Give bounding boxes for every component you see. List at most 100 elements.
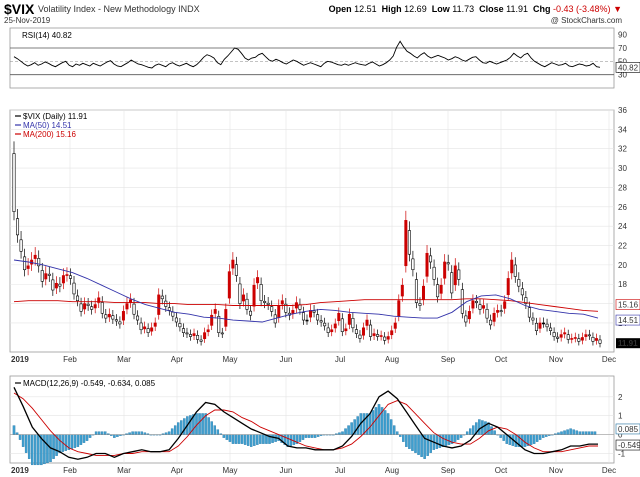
price-candle-body	[460, 289, 464, 314]
ma200-current-label: 15.16	[618, 301, 639, 310]
macd-histogram-bar	[392, 425, 396, 435]
macd-histogram-bar	[213, 425, 216, 435]
macd-histogram-bar	[368, 413, 372, 435]
price-candle-body	[538, 322, 542, 329]
price-candle-body	[520, 288, 524, 296]
macd-histogram-bar	[338, 432, 341, 435]
chart-header: $VIX Volatility Index - New Methodology …	[0, 0, 640, 26]
price-candle-body	[457, 269, 461, 280]
price-candle-body	[379, 335, 383, 337]
price-candle-body	[83, 303, 87, 310]
price-candle-body	[393, 322, 397, 329]
macd-histogram-bar	[386, 413, 390, 435]
macd-histogram-bar	[24, 434, 28, 453]
macd-histogram-bar	[389, 419, 393, 435]
macd-histogram-bar	[237, 434, 241, 444]
price-candle-body	[100, 302, 104, 314]
macd-histogram-bar	[46, 434, 49, 464]
macd-histogram-bar	[399, 434, 402, 437]
close-current-box	[616, 338, 640, 349]
price-candle-body	[510, 259, 514, 274]
macd-histogram-bar	[34, 434, 37, 466]
macd-histogram-bar	[104, 431, 107, 435]
price-candle-body	[213, 309, 217, 314]
price-candle-body	[407, 230, 411, 255]
price-candle-body	[181, 328, 185, 333]
price-candle-body	[121, 311, 125, 321]
macd-y-tick-label: 2	[618, 393, 623, 402]
macd-histogram-bar	[70, 434, 74, 449]
macd-histogram-bar	[557, 432, 560, 435]
price-candle-body	[527, 307, 531, 318]
price-candle-body	[450, 272, 454, 294]
price-candle-body	[432, 266, 436, 280]
price-candle-body	[594, 338, 598, 341]
macd-x-tick-label: 2019	[11, 466, 29, 475]
macd-histogram-bar	[225, 434, 229, 440]
price-candle-body	[323, 322, 327, 327]
macd-histogram-bar	[79, 434, 83, 445]
price-candle-body	[344, 328, 348, 332]
price-candle-body	[566, 334, 570, 340]
price-candle-body	[284, 303, 288, 313]
macd-histogram-bar	[64, 434, 67, 451]
macd-histogram-bar	[453, 434, 457, 442]
macd-x-tick-label: Apr	[171, 466, 184, 475]
price-y-tick-label: 28	[618, 183, 627, 192]
price-candle-body	[425, 252, 429, 277]
price-candle-body	[104, 314, 108, 319]
macd-histogram-bar	[100, 431, 104, 435]
macd-histogram-bar	[420, 434, 423, 457]
macd-histogram-bar	[377, 404, 381, 435]
macd-x-tick-label: May	[222, 466, 237, 475]
macd-histogram-bar	[58, 434, 61, 453]
price-y-tick-label: 32	[618, 145, 627, 154]
price-candle-body	[86, 303, 90, 306]
macd-y-tick-label: 0	[618, 431, 623, 440]
price-y-tick-label: 22	[618, 242, 627, 251]
macd-histogram-bar	[21, 434, 25, 447]
macd-histogram-bar	[316, 434, 320, 437]
price-candle-body	[206, 329, 210, 333]
price-candle-body	[16, 218, 20, 236]
macd-histogram-bar	[228, 434, 232, 442]
ma50-line	[13, 259, 599, 323]
macd-histogram-bar	[569, 428, 572, 435]
macd-histogram-bar	[411, 434, 414, 451]
price-y-tick-label: 18	[618, 280, 627, 289]
macd-histogram-bar	[560, 431, 563, 435]
price-candle-body	[146, 328, 150, 333]
index-name: Volatility Index - New Methodology INDX	[38, 4, 200, 14]
macd-histogram-bar	[441, 434, 445, 447]
price-candle-body	[107, 313, 111, 318]
price-candle-body	[220, 332, 224, 335]
price-candle-body	[397, 300, 401, 317]
price-candle-body	[340, 318, 344, 332]
price-candle-body	[556, 336, 560, 339]
macd-histogram-bar	[137, 431, 140, 435]
macd-histogram-bar	[429, 434, 432, 453]
macd-histogram-bar	[113, 434, 116, 438]
macd-histogram-bar	[12, 425, 16, 435]
macd-histogram-bar	[243, 434, 247, 445]
price-x-tick-label: Jul	[335, 355, 345, 364]
macd-histogram-bar	[262, 434, 265, 444]
price-candle-body	[44, 273, 48, 280]
macd-x-tick-label: Mar	[117, 466, 131, 475]
price-candle-body	[429, 255, 433, 263]
price-candle-body	[513, 264, 517, 277]
macd-histogram-bar	[542, 434, 545, 438]
price-candle-body	[217, 316, 221, 333]
macd-histogram-bar	[173, 425, 177, 435]
price-candle-body	[79, 303, 83, 312]
price-x-tick-label: Oct	[495, 355, 508, 364]
price-candle-body	[361, 327, 365, 336]
rsi-y-tick-label: 50	[618, 57, 627, 66]
rsi-line	[13, 40, 601, 69]
price-candle-body	[326, 327, 330, 333]
price-candle-body	[534, 322, 538, 332]
macd-histogram-bar	[493, 430, 496, 435]
macd-histogram-bar	[350, 422, 353, 435]
macd-histogram-bar	[88, 434, 92, 438]
change-value: -0.43 (-3.48%)	[553, 4, 611, 14]
